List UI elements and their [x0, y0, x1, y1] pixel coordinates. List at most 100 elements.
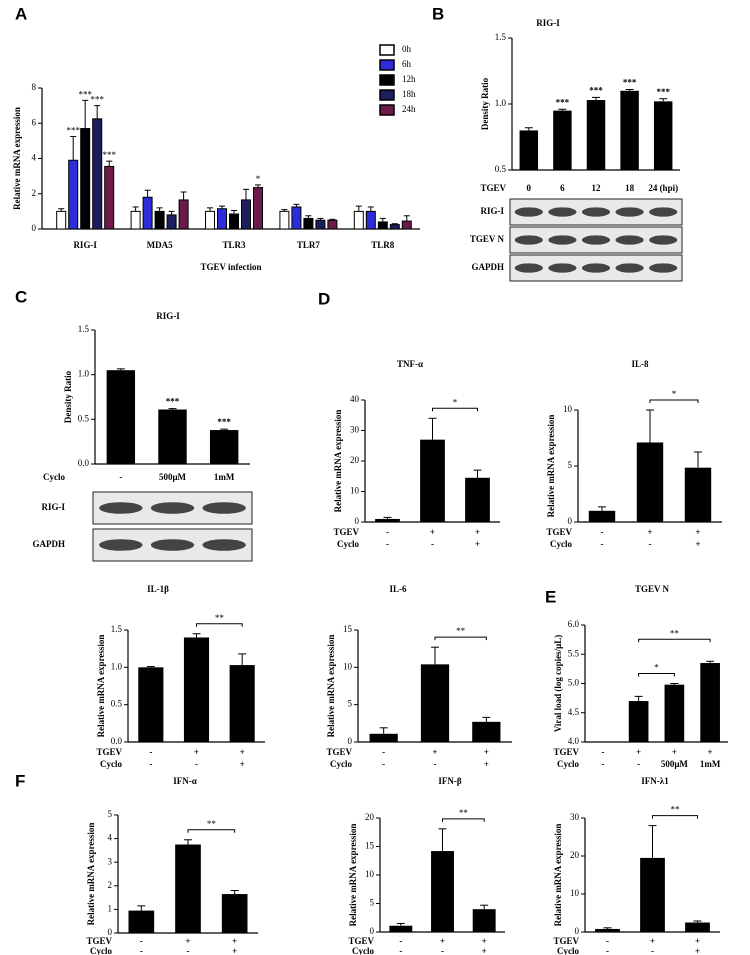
blot-label: TGEV N: [470, 234, 505, 244]
row-label: TGEV: [553, 936, 579, 946]
y-tick-label: 10: [365, 869, 375, 879]
bar: [128, 910, 155, 933]
bar: [369, 733, 398, 742]
row-cell: +: [232, 946, 237, 955]
y-tick-label: 1: [108, 903, 113, 913]
row-cell: -: [195, 759, 198, 769]
blot-band: [514, 207, 543, 217]
blot-band: [581, 207, 611, 217]
y-tick-label: 20: [570, 850, 580, 860]
blot-band: [514, 235, 543, 245]
blot-band: [548, 207, 577, 217]
row-cell: +: [240, 747, 245, 757]
row-label: TGEV: [326, 747, 352, 757]
row-label: TGEV: [86, 936, 112, 946]
bar: [106, 370, 136, 464]
significance: *: [453, 397, 458, 407]
row-cell: -: [601, 539, 604, 549]
x-tick-label: RIG-I: [73, 240, 97, 250]
bar: [620, 90, 639, 170]
row-cell: -: [606, 936, 609, 946]
bar: [431, 851, 454, 932]
blot-band: [649, 235, 678, 245]
significance-bracket: [442, 818, 485, 822]
bar: [420, 664, 450, 742]
row-cell: -: [601, 527, 604, 537]
bar: [640, 857, 665, 932]
significance: **: [670, 628, 680, 638]
y-tick-label: 6: [32, 117, 37, 127]
row-cell: -: [140, 936, 143, 946]
row-cell: 500μM: [159, 472, 187, 482]
bar: [183, 637, 210, 742]
legend-swatch: [379, 59, 395, 71]
blot-band: [202, 539, 246, 551]
y-tick-label: 30: [350, 425, 360, 435]
legend-label: 12h: [402, 74, 416, 84]
legend-swatch: [379, 89, 395, 101]
y-tick-label: 4: [32, 153, 37, 163]
blot-band: [99, 539, 143, 551]
significance-bracket: [432, 407, 478, 412]
y-tick-label: 1.0: [78, 369, 90, 379]
legend-label: 18h: [402, 89, 416, 99]
row-cell: +: [185, 936, 190, 946]
bar: [465, 477, 490, 522]
row-cell: +: [482, 946, 487, 955]
bar: [685, 922, 710, 932]
bar: [684, 467, 712, 522]
row-label: Cyclo: [352, 946, 374, 955]
blot-label: RIG-I: [480, 206, 504, 216]
legend-label: 6h: [402, 59, 412, 69]
significance-bracket: [196, 623, 243, 627]
row-cell: +: [650, 936, 655, 946]
y-tick-label: 0: [348, 736, 353, 746]
y-axis-label: Relative mRNA expression: [333, 410, 343, 513]
significance: ***: [78, 89, 92, 99]
row-cell: -: [431, 539, 434, 549]
row-cell: 1mM: [700, 759, 721, 769]
significance: ***: [90, 95, 104, 105]
significance: ***: [623, 78, 637, 88]
row-cell: +: [240, 759, 245, 769]
row-cell: +: [232, 936, 237, 946]
bar: [389, 925, 413, 932]
bar: [303, 217, 314, 230]
panel-letter: C: [15, 287, 27, 306]
significance-bracket: [638, 638, 711, 643]
significance: *: [654, 663, 659, 673]
y-tick-label: 0.0: [111, 736, 123, 746]
bar: [377, 221, 388, 230]
significance: **: [207, 819, 217, 829]
significance: ***: [656, 87, 670, 97]
y-tick-label: 10: [563, 404, 573, 414]
y-tick-label: 5: [108, 809, 113, 819]
significance: ***: [217, 417, 231, 427]
bar: [588, 510, 616, 522]
chart-title: TNF-α: [397, 359, 423, 369]
row-label: TGEV: [96, 747, 122, 757]
y-tick-label: 0.5: [495, 164, 507, 174]
row-cell: -: [651, 946, 654, 955]
significance: *: [672, 389, 677, 399]
blot-label: GAPDH: [33, 539, 66, 549]
y-tick-label: 10: [350, 486, 360, 496]
bar: [519, 130, 539, 170]
y-tick-label: 10: [570, 888, 580, 898]
significance: ***: [66, 126, 80, 136]
significance-bracket: [649, 399, 699, 403]
blot-band: [548, 235, 577, 245]
row-cell: 0: [527, 183, 532, 193]
bar: [375, 518, 400, 522]
bar: [401, 220, 412, 230]
y-tick-label: 5: [370, 898, 375, 908]
row-cell: -: [434, 759, 437, 769]
y-axis-label: Relative mRNA expression: [348, 824, 358, 927]
bar: [68, 159, 79, 230]
row-cell: -: [149, 759, 152, 769]
bar: [353, 210, 364, 230]
bar: [586, 100, 606, 170]
bar: [80, 128, 91, 230]
chart-title: RIG-I: [536, 18, 560, 28]
row-cell: -: [606, 946, 609, 955]
